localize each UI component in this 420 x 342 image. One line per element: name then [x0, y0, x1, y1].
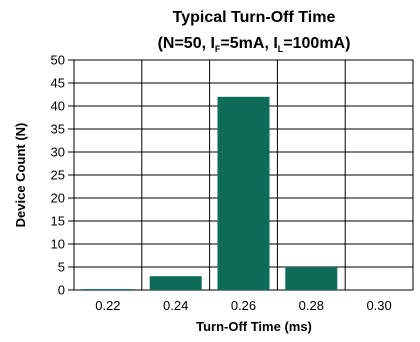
- y-tick-label: 50: [51, 53, 65, 68]
- y-tick-label: 5: [58, 260, 65, 275]
- bars-layer: [81, 96, 338, 290]
- y-tick-labels: 0 5 10 15 20 25 30 35 40 45 50: [51, 53, 65, 298]
- y-tick-label: 40: [51, 99, 65, 114]
- y-tick-label: 20: [51, 191, 65, 206]
- x-tick-label: 0.26: [231, 298, 256, 313]
- bar: [217, 96, 270, 290]
- bar: [81, 289, 134, 290]
- y-tick-label: 15: [51, 214, 65, 229]
- subtitle-part-3: =100mA): [283, 35, 350, 52]
- x-tick-labels: 0.22 0.24 0.26 0.28 0.30: [95, 298, 392, 313]
- y-tick-label: 45: [51, 76, 65, 91]
- chart-subtitle: (N=50, IF=5mA, IL=100mA): [158, 35, 351, 54]
- subtitle-subscript-f: F: [215, 44, 221, 54]
- x-axis-label: Turn-Off Time (ms): [196, 319, 312, 334]
- x-tick-label: 0.28: [299, 298, 324, 313]
- y-tick-label: 10: [51, 237, 65, 252]
- y-tick-label: 30: [51, 145, 65, 160]
- y-tick-label: 25: [51, 168, 65, 183]
- subtitle-part-1: (N=50, I: [158, 35, 215, 52]
- chart-title: Typical Turn-Off Time: [173, 9, 336, 26]
- y-tick-label: 0: [58, 283, 65, 298]
- bar: [285, 267, 338, 290]
- x-tick-label: 0.22: [95, 298, 120, 313]
- x-tick-label: 0.24: [163, 298, 188, 313]
- bar: [149, 276, 202, 290]
- x-tick-label: 0.30: [366, 298, 391, 313]
- subtitle-subscript-l: L: [278, 44, 284, 54]
- subtitle-part-2: =5mA, I: [220, 35, 277, 52]
- y-axis-label: Device Count (N): [13, 123, 28, 228]
- y-tick-label: 35: [51, 122, 65, 137]
